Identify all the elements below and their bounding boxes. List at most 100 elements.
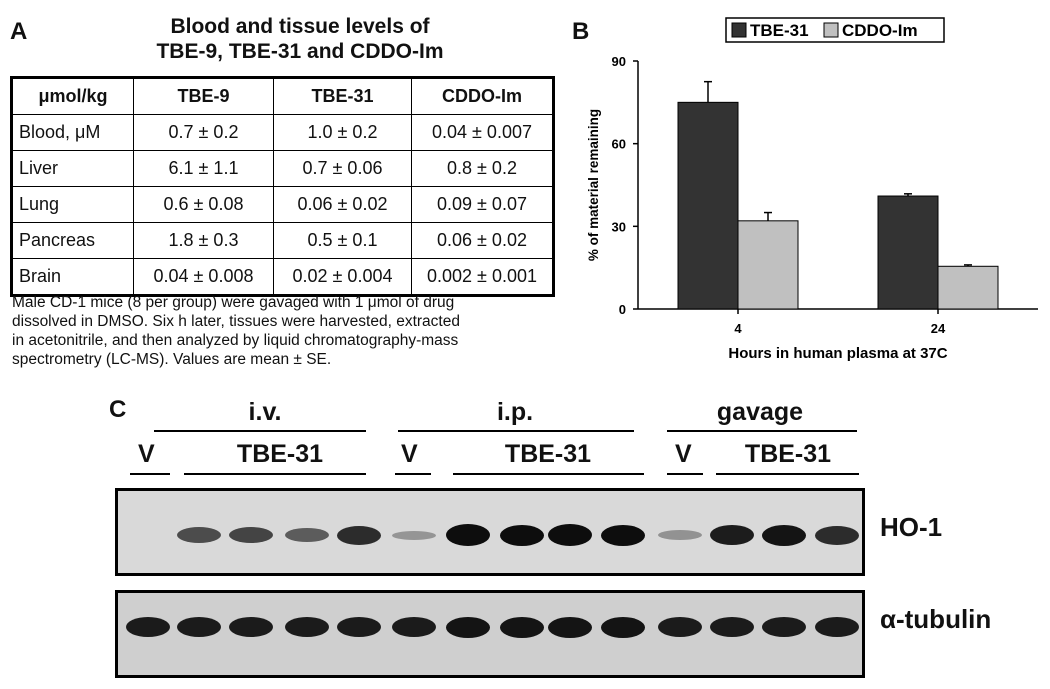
table-header-cell: TBE-9 [133, 77, 274, 115]
bar [937, 265, 999, 310]
table-row-label: Lung [11, 186, 134, 223]
lane-label-drug: TBE-31 [236, 440, 324, 468]
blot-band [392, 530, 436, 540]
blot-band [658, 530, 702, 540]
blot-band [500, 616, 544, 638]
table-cell: 0.5 ± 0.1 [273, 222, 412, 259]
blot-band [126, 617, 170, 637]
panel-a-title-line2: TBE-9, TBE-31 and CDDO-Im [156, 40, 444, 63]
bar [737, 220, 799, 310]
table-header-cell: μmol/kg [11, 77, 134, 115]
panel-b-letter: B [572, 18, 590, 45]
tubulin-western-blot [115, 590, 865, 678]
caption-line: spectrometry (LC-MS). Values are mean ± … [12, 351, 332, 368]
blot-band [548, 524, 592, 546]
table-row-label: Brain [11, 258, 134, 296]
table-header-row: μmol/kg TBE-9 TBE-31 CDDO-Im [11, 77, 554, 115]
ho1-western-blot [115, 488, 865, 576]
lane-line-vehicle [130, 473, 170, 475]
table-cell: 0.8 ± 0.2 [411, 150, 554, 187]
plasma-stability-chart: TBE-31 CDDO-Im 0 30 60 90 % of material remain… [586, 17, 1038, 362]
blot-band [762, 617, 806, 637]
panel-a-letter: A [10, 18, 28, 45]
y-tick-label: 0 [619, 302, 626, 317]
lane-label-vehicle: V [138, 440, 155, 468]
blot-band [601, 524, 645, 546]
caption-line: dissolved in DMSO. Six h later, tissues … [12, 313, 460, 330]
table-row-label: Blood, μM [11, 114, 134, 151]
blot-band [446, 616, 490, 638]
table-cell: 0.02 ± 0.004 [273, 258, 412, 296]
table-row: Pancreas 1.8 ± 0.3 0.5 ± 0.1 0.06 ± 0.02 [11, 222, 554, 259]
table-cell: 1.0 ± 0.2 [273, 114, 412, 151]
table-header-cell: CDDO-Im [411, 77, 554, 115]
blot-band [337, 617, 381, 637]
table-row-label: Liver [11, 150, 134, 187]
legend-swatch [731, 22, 747, 38]
legend-swatch [823, 22, 839, 38]
blot-band [500, 524, 544, 546]
bar [677, 101, 739, 310]
blot-band [446, 524, 490, 546]
table-cell: 0.09 ± 0.07 [411, 186, 554, 223]
table-row-label: Pancreas [11, 222, 134, 259]
blot-band [710, 525, 754, 545]
table-cell: 0.04 ± 0.007 [411, 114, 554, 151]
lane-line-drug [453, 473, 644, 475]
y-tick-label: 60 [612, 137, 626, 152]
blot-band [815, 525, 859, 545]
group-line-gavage [667, 430, 857, 432]
blot-band [762, 524, 806, 546]
table-cell: 6.1 ± 1.1 [133, 150, 274, 187]
table-row: Blood, μM 0.7 ± 0.2 1.0 ± 0.2 0.04 ± 0.0… [11, 114, 554, 151]
tubulin-label: α-tubulin [880, 604, 992, 634]
table-header-cell: TBE-31 [273, 77, 412, 115]
y-tick-label: 90 [612, 54, 626, 69]
blot-band [392, 617, 436, 637]
table-cell: 1.8 ± 0.3 [133, 222, 274, 259]
y-axis-label: % of material remaining [586, 109, 601, 261]
panel-a-title: Blood and tissue levels of TBE-9, TBE-31… [60, 14, 540, 64]
group-label-iv: i.v. [248, 398, 282, 426]
blot-band [601, 616, 645, 638]
blot-band [285, 528, 329, 542]
bar [877, 195, 939, 310]
blot-band [710, 617, 754, 637]
x-axis-label: Hours in human plasma at 37C [728, 345, 947, 362]
caption-line: Male CD-1 mice (8 per group) were gavage… [12, 294, 455, 311]
lane-line-drug [184, 473, 366, 475]
lane-label-drug: TBE-31 [744, 440, 832, 468]
lane-line-vehicle [667, 473, 703, 475]
x-tick-label: 24 [931, 321, 946, 336]
legend-label: CDDO-Im [842, 21, 918, 40]
lane-label-vehicle: V [675, 440, 692, 468]
blot-band [177, 617, 221, 637]
group-label-gavage: gavage [716, 398, 804, 426]
blot-band [177, 527, 221, 543]
lane-label-vehicle: V [401, 440, 418, 468]
table-cell: 0.06 ± 0.02 [411, 222, 554, 259]
table-cell: 0.6 ± 0.08 [133, 186, 274, 223]
blot-band [658, 617, 702, 637]
table-row: Brain 0.04 ± 0.008 0.02 ± 0.004 0.002 ± … [11, 258, 554, 296]
lane-line-drug [716, 473, 859, 475]
lane-line-vehicle [395, 473, 431, 475]
table-cell: 0.7 ± 0.06 [273, 150, 412, 187]
group-line-iv [154, 430, 366, 432]
table-cell: 0.002 ± 0.001 [411, 258, 554, 296]
table-cell: 0.04 ± 0.008 [133, 258, 274, 296]
panel-a-caption: Male CD-1 mice (8 per group) were gavage… [12, 293, 552, 369]
blot-band [815, 617, 859, 637]
blot-band [229, 527, 273, 543]
ho1-label: HO-1 [880, 512, 943, 542]
caption-line: in acetonitrile, and then analyzed by li… [12, 332, 459, 349]
panel-c-letter: C [109, 396, 127, 423]
table-cell: 0.06 ± 0.02 [273, 186, 412, 223]
x-tick-label: 4 [734, 321, 742, 336]
tissue-levels-table: μmol/kg TBE-9 TBE-31 CDDO-Im Blood, μM 0… [10, 76, 555, 297]
panel-a-title-line1: Blood and tissue levels of [170, 15, 430, 38]
legend-label: TBE-31 [750, 21, 809, 40]
blot-band [229, 617, 273, 637]
table-row: Liver 6.1 ± 1.1 0.7 ± 0.06 0.8 ± 0.2 [11, 150, 554, 187]
group-line-ip [398, 430, 634, 432]
